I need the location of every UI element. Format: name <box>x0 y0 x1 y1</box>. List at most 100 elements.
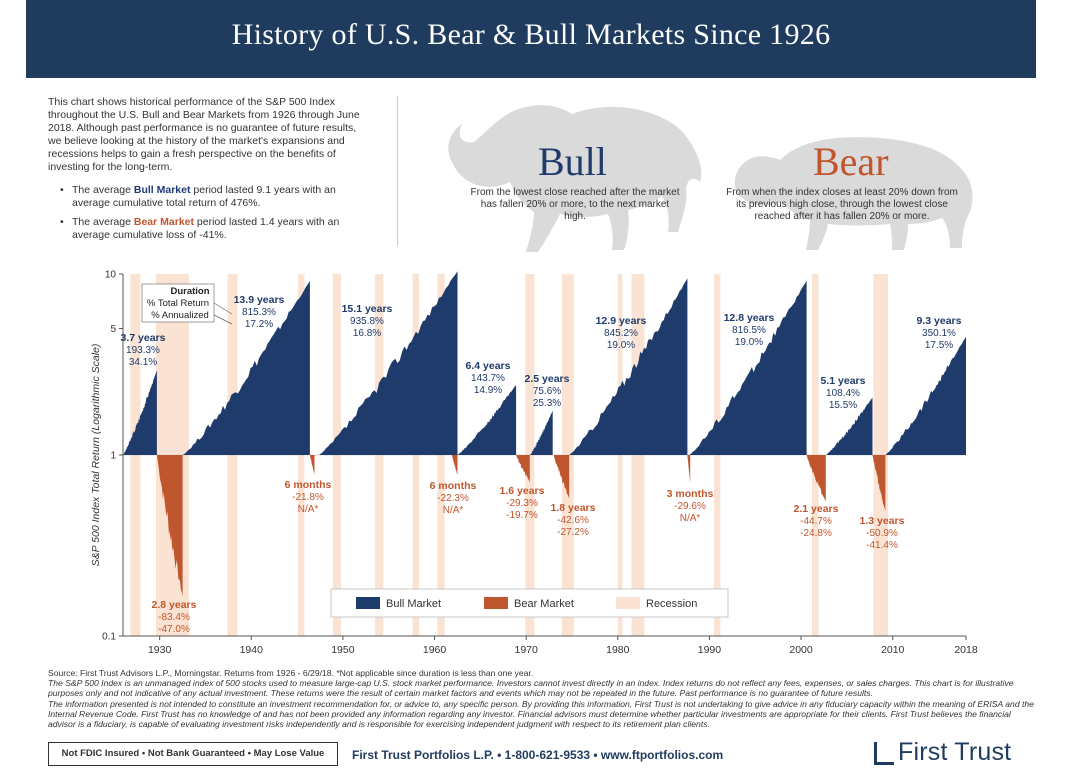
bull-market-label: 19.0% <box>735 337 763 348</box>
contact-line: First Trust Portfolios L.P. • 1-800-621-… <box>352 748 723 762</box>
legend-recession-swatch <box>616 597 640 609</box>
bear-market-label: 3 months <box>667 488 714 500</box>
advice-disclosure: The information presented is not intende… <box>48 699 1038 730</box>
index-disclosure: The S&P 500 Index is an unmanaged index … <box>48 678 1038 698</box>
bull-market-label: 19.0% <box>607 340 635 351</box>
bull-market-label: 75.6% <box>533 386 561 397</box>
legend-bear-market-swatch <box>484 597 508 609</box>
bear-market-label: -47.0% <box>158 624 190 635</box>
bull-market-label: 17.5% <box>925 340 953 351</box>
logo-text: First Trust <box>898 738 1011 767</box>
bear-market-area <box>554 455 570 499</box>
bear-market-label: 2.8 years <box>152 599 197 611</box>
source-note: Source: First Trust Advisors L.P., Morni… <box>48 668 1038 678</box>
bear-market-label: -19.7% <box>506 510 538 521</box>
bull-market-label: 6.4 years <box>466 360 511 372</box>
y-tick-label: 0.1 <box>102 632 116 643</box>
bull-market-label: 34.1% <box>129 357 157 368</box>
bear-market-label: N/A* <box>443 505 464 516</box>
bull-market-label: 3.7 years <box>121 332 166 344</box>
bear-definition: From when the index closes at least 20% … <box>722 187 962 223</box>
bull-definition: From the lowest close reached after the … <box>470 187 680 223</box>
x-tick-label: 1960 <box>423 644 447 656</box>
bear-market-label: 1.6 years <box>500 485 545 497</box>
y-tick-label: 5 <box>110 324 116 335</box>
bull-market-label: 15.1 years <box>342 303 393 315</box>
bear-market-label: -21.8% <box>292 492 324 503</box>
legend-bear-market-label: Bear Market <box>514 598 574 610</box>
bull-market-label: 143.7% <box>471 373 505 384</box>
bear-market-label: 2.1 years <box>794 503 839 515</box>
bear-title: Bear <box>813 138 889 185</box>
bull-market-label: 815.3% <box>242 307 276 318</box>
bull-market-area <box>569 278 687 455</box>
bear-market-highlight: Bear Market <box>134 216 194 228</box>
bear-market-area <box>516 455 530 482</box>
bull-market-label: 350.1% <box>922 328 956 339</box>
bear-market-label: -29.3% <box>506 498 538 509</box>
bull-market-label: 12.8 years <box>724 312 775 324</box>
bull-market-label: 16.8% <box>353 328 381 339</box>
duration-key-annualized: % Annualized <box>151 310 209 321</box>
bear-market-label: -41.4% <box>866 540 898 551</box>
x-tick-label: 1990 <box>698 644 722 656</box>
bull-market-label: 14.9% <box>474 385 502 396</box>
page-title: History of U.S. Bear & Bull Markets Sinc… <box>26 18 1036 52</box>
x-tick-label: 2018 <box>954 644 978 656</box>
footer-notes: Source: First Trust Advisors L.P., Morni… <box>48 668 1038 729</box>
legend-bull-market-swatch <box>356 597 380 609</box>
x-tick-label: 2010 <box>881 644 905 656</box>
bear-market-label: -42.6% <box>557 515 589 526</box>
intro-divider <box>397 96 398 246</box>
y-axis-title: S&P 500 Index Total Return (Logarithmic … <box>90 344 102 567</box>
bear-market-label: -50.9% <box>866 528 898 539</box>
bull-market-label: 2.5 years <box>525 373 570 385</box>
bull-market-label: 9.3 years <box>917 315 962 327</box>
bull-market-label: 193.3% <box>126 345 160 356</box>
x-tick-label: 1970 <box>514 644 538 656</box>
bear-market-label: 1.8 years <box>551 502 596 514</box>
bull-market-highlight: Bull Market <box>134 184 191 196</box>
bull-market-label: 25.3% <box>533 398 561 409</box>
bull-market-area <box>689 281 806 455</box>
y-tick-label: 1 <box>110 451 116 462</box>
bear-market-label: -83.4% <box>158 612 190 623</box>
bull-title: Bull <box>538 138 607 185</box>
bull-market-label: 13.9 years <box>234 294 285 306</box>
bull-market-label: 108.4% <box>826 388 860 399</box>
market-history-chart: 10510.11930 1940 1950 1960 1970 1980 1990 2000 2… <box>0 258 1080 663</box>
bear-market-area <box>310 455 315 474</box>
bear-market-label: N/A* <box>298 504 319 515</box>
bear-market-area <box>452 455 458 475</box>
bear-market-label: 1.3 years <box>860 515 905 527</box>
bull-market-label: 5.1 years <box>821 375 866 387</box>
intro-paragraph: This chart shows historical performance … <box>48 96 368 174</box>
bear-market-label: 6 months <box>285 479 332 491</box>
bear-market-label: -29.6% <box>674 501 706 512</box>
bear-market-label: -24.8% <box>800 528 832 539</box>
bull-market-label: 12.9 years <box>596 315 647 327</box>
duration-key-title: Duration <box>170 286 209 297</box>
x-tick-label: 1940 <box>240 644 264 656</box>
legend-bull-market-label: Bull Market <box>386 598 441 610</box>
bullet-bull-average: The average Bull Market period lasted 9.… <box>60 184 370 210</box>
bear-market-label: N/A* <box>680 513 701 524</box>
fdic-disclaimer: Not FDIC Insured • Not Bank Guaranteed •… <box>48 742 338 766</box>
bear-market-label: -27.2% <box>557 527 589 538</box>
x-tick-label: 1930 <box>148 644 172 656</box>
summary-bullets: The average Bull Market period lasted 9.… <box>60 184 370 248</box>
bullet-bear-average: The average Bear Market period lasted 1.… <box>60 216 370 242</box>
bear-market-label: 6 months <box>430 480 477 492</box>
first-trust-logo: First Trust <box>874 737 1011 767</box>
bear-market-area <box>687 455 690 483</box>
duration-key-return: % Total Return <box>147 298 209 309</box>
bull-market-label: 15.5% <box>829 400 857 411</box>
bull-market-label: 17.2% <box>245 319 273 330</box>
legend-recession-label: Recession <box>646 598 697 610</box>
x-tick-label: 2000 <box>789 644 813 656</box>
page-header: History of U.S. Bear & Bull Markets Sinc… <box>26 0 1036 78</box>
bear-market-label: -44.7% <box>800 516 832 527</box>
bull-market-label: 816.5% <box>732 325 766 336</box>
bear-market-label: -22.3% <box>437 493 469 504</box>
x-tick-label: 1980 <box>606 644 630 656</box>
